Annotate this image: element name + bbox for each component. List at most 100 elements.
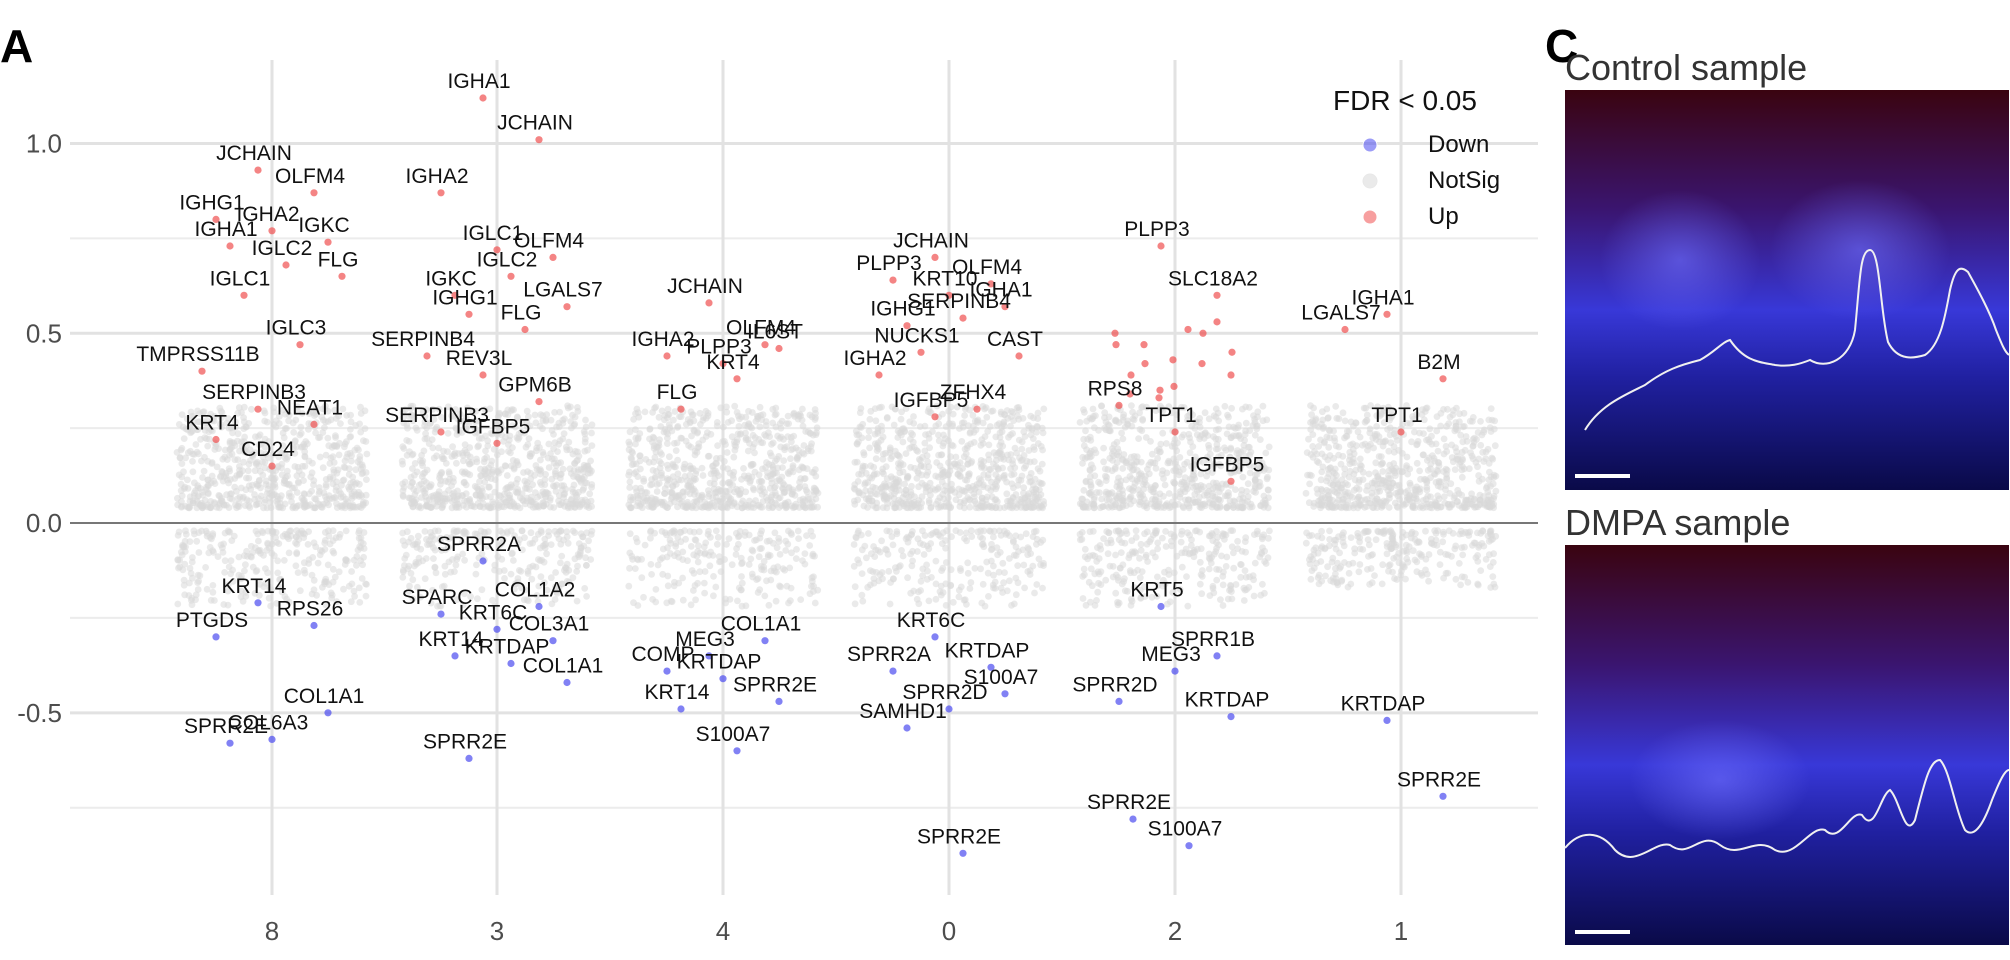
notsig-point [1359, 546, 1367, 553]
notsig-point [1089, 405, 1097, 413]
notsig-point [211, 413, 218, 420]
notsig-point [1426, 425, 1434, 433]
notsig-point [285, 411, 293, 419]
notsig-point [1039, 504, 1046, 512]
notsig-point [462, 481, 470, 489]
notsig-point [450, 496, 458, 504]
notsig-point [1136, 426, 1144, 433]
notsig-point [710, 485, 718, 493]
notsig-point [1237, 573, 1245, 581]
notsig-point [1185, 504, 1193, 512]
notsig-point [1232, 581, 1240, 588]
notsig-point [738, 602, 746, 610]
notsig-point [499, 529, 507, 537]
notsig-point [529, 481, 536, 489]
notsig-point [867, 567, 874, 574]
notsig-point [1018, 472, 1026, 480]
notsig-point [1221, 444, 1228, 452]
notsig-point [325, 442, 333, 450]
notsig-point [942, 559, 950, 566]
notsig-point [1102, 576, 1110, 584]
notsig-point [552, 487, 560, 495]
notsig-point [735, 412, 742, 420]
notsig-point [552, 569, 559, 576]
notsig-point [1256, 553, 1264, 561]
notsig-point [978, 436, 986, 444]
notsig-point [960, 499, 968, 507]
notsig-point [704, 531, 712, 538]
notsig-point [876, 548, 884, 556]
notsig-point [679, 548, 687, 556]
notsig-point [775, 538, 783, 545]
notsig-point [466, 453, 474, 461]
notsig-point [917, 587, 924, 594]
notsig-point [914, 468, 922, 475]
notsig-point [671, 408, 679, 415]
notsig-point [1080, 406, 1087, 413]
notsig-point [723, 449, 731, 456]
notsig-point [418, 494, 425, 501]
notsig-point [236, 471, 243, 479]
notsig-point [636, 430, 644, 437]
notsig-point [453, 596, 461, 604]
notsig-point [993, 498, 1001, 506]
notsig-point [1324, 474, 1331, 482]
notsig-point [908, 482, 915, 490]
notsig-point [706, 479, 714, 487]
notsig-point [674, 456, 681, 464]
notsig-point [348, 568, 355, 575]
notsig-point [935, 420, 943, 428]
notsig-point [1106, 562, 1114, 570]
notsig-point [993, 456, 1000, 464]
notsig-point [267, 602, 274, 610]
notsig-point [1132, 527, 1140, 535]
notsig-point [1345, 569, 1353, 577]
notsig-point [255, 476, 263, 484]
notsig-point [1158, 404, 1166, 412]
notsig-point [441, 562, 449, 570]
notsig-point [959, 465, 966, 472]
notsig-point [634, 499, 642, 506]
notsig-point [888, 453, 896, 460]
notsig-point [740, 465, 747, 472]
notsig-point [460, 529, 467, 537]
notsig-point [224, 601, 232, 609]
notsig-point [993, 483, 1000, 490]
notsig-point [502, 462, 510, 470]
notsig-point [720, 423, 727, 431]
notsig-point [799, 422, 807, 430]
notsig-point [917, 577, 925, 585]
notsig-point [968, 533, 976, 540]
notsig-point [964, 569, 972, 577]
notsig-point [910, 420, 918, 427]
notsig-point [890, 575, 897, 583]
notsig-point [738, 579, 746, 587]
notsig-point [692, 596, 699, 604]
notsig-point [237, 587, 245, 595]
notsig-point [234, 437, 241, 445]
notsig-point [1194, 482, 1202, 490]
notsig-point [628, 461, 636, 469]
notsig-point [935, 484, 942, 491]
notsig-point [570, 473, 577, 480]
notsig-point [722, 595, 729, 603]
notsig-point [255, 500, 262, 508]
notsig-point [1491, 442, 1499, 450]
notsig-point [977, 565, 984, 573]
notsig-point [1189, 499, 1197, 507]
notsig-point [961, 596, 969, 604]
notsig-point [1196, 500, 1204, 507]
notsig-point [494, 553, 502, 560]
notsig-point [262, 565, 269, 572]
notsig-point [1215, 453, 1222, 461]
notsig-point [405, 562, 413, 570]
notsig-point [1022, 530, 1030, 538]
notsig-point [414, 538, 422, 546]
notsig-point [1154, 539, 1162, 547]
notsig-point [1234, 545, 1242, 552]
notsig-point [542, 416, 550, 424]
notsig-point [459, 601, 467, 609]
notsig-point [1176, 468, 1183, 476]
notsig-point [747, 555, 755, 563]
notsig-point [192, 591, 200, 599]
